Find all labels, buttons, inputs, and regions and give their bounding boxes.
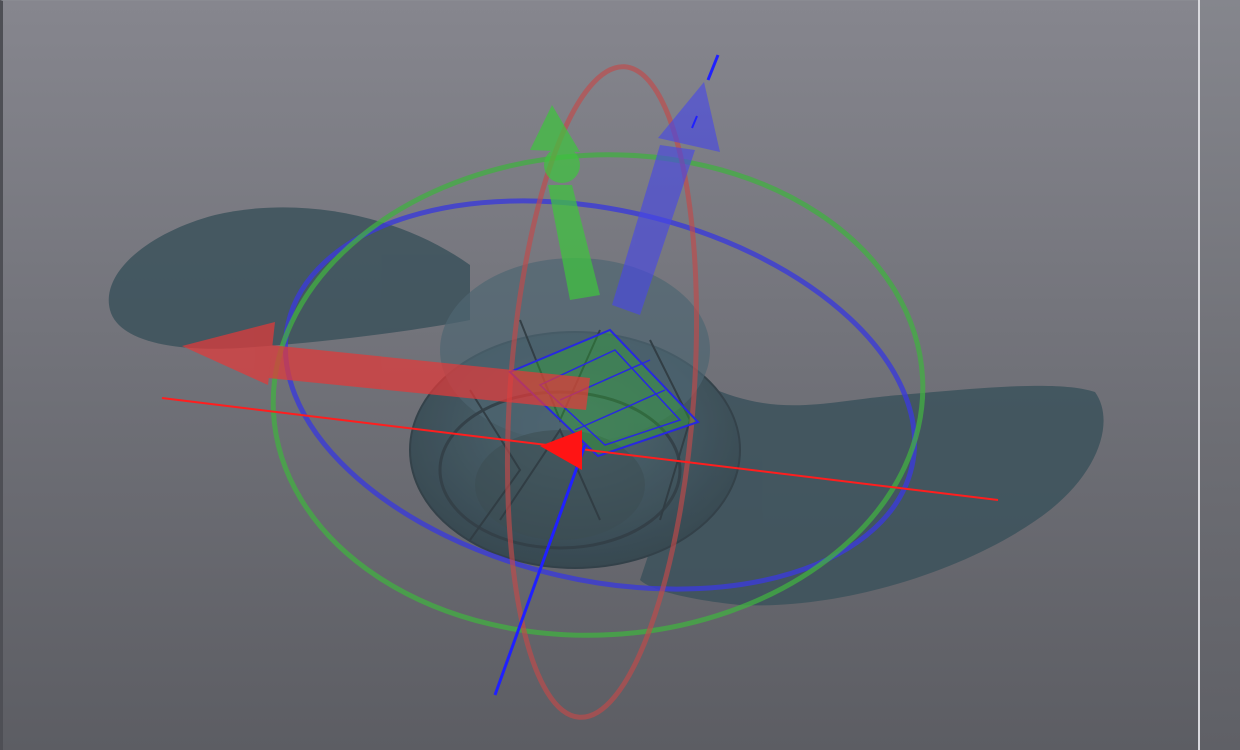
z-axis-line-upper — [706, 54, 720, 81]
3d-viewport[interactable] — [0, 0, 1198, 750]
x-axis-pointer — [540, 430, 582, 470]
axis-lines — [161, 54, 999, 696]
side-panel — [1200, 0, 1240, 750]
propeller-blade-right[interactable] — [640, 385, 1104, 606]
translate-y-arrow[interactable] — [530, 105, 600, 300]
propeller-blade-left[interactable] — [108, 207, 471, 349]
z-axis-tick — [691, 115, 698, 129]
translate-x-arrow[interactable] — [182, 322, 590, 410]
translate-z-arrow[interactable] — [612, 82, 720, 315]
panel-splitter[interactable] — [1198, 0, 1200, 750]
propeller-hub-core — [475, 430, 645, 540]
scene-canvas[interactable] — [0, 0, 1198, 750]
z-axis-line — [493, 444, 587, 696]
